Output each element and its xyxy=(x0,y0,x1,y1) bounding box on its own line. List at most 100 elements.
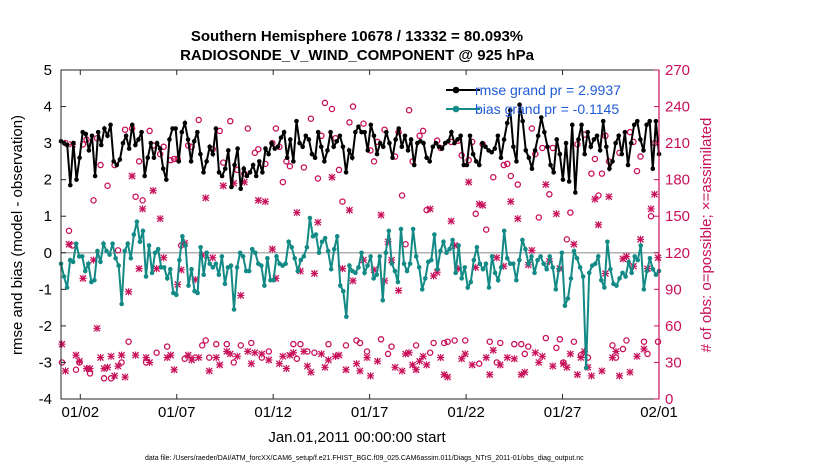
rmse-point xyxy=(501,137,507,142)
rmse-point xyxy=(129,122,135,128)
assimilated-obs-point xyxy=(426,205,434,213)
possible-obs-point xyxy=(90,197,97,204)
assimilated-obs-point xyxy=(184,351,192,359)
y-left-tick-label: -4 xyxy=(39,391,52,408)
rmse-point xyxy=(557,151,563,157)
assimilated-obs-point xyxy=(437,353,445,362)
bias-point xyxy=(286,239,291,245)
possible-obs-point xyxy=(525,343,532,350)
assimilated-obs-point xyxy=(458,355,466,363)
rmse-point xyxy=(337,133,343,139)
possible-obs-point xyxy=(321,99,329,107)
rmse-point xyxy=(507,107,513,113)
rmse-point xyxy=(241,166,247,171)
possible-obs-point xyxy=(546,191,553,198)
y-right-tick-label: 270 xyxy=(665,62,690,79)
rmse-point xyxy=(551,170,556,175)
bias-point xyxy=(359,250,364,256)
y-left-tick-label: 4 xyxy=(44,99,52,116)
possible-obs-point xyxy=(146,127,153,135)
bias-point xyxy=(246,268,252,274)
bias-point xyxy=(638,243,644,248)
bias-point xyxy=(328,266,334,272)
bias-point xyxy=(523,246,528,252)
assimilated-obs-point xyxy=(328,173,336,181)
y-left-tick-label: 1 xyxy=(44,208,52,225)
bias-point xyxy=(602,285,607,290)
x-tick-label: 01/27 xyxy=(544,404,582,421)
bias-point xyxy=(556,266,562,272)
rmse-point xyxy=(136,137,141,142)
bias-point xyxy=(167,266,173,272)
possible-obs-point xyxy=(465,156,472,164)
rmse-point xyxy=(526,155,532,161)
possible-obs-point xyxy=(412,342,420,349)
assimilated-obs-point xyxy=(507,198,515,206)
possible-obs-point xyxy=(511,340,518,348)
rmse-point xyxy=(467,133,473,139)
bias-point xyxy=(398,226,404,232)
assimilated-obs-point xyxy=(156,215,164,223)
rmse-line xyxy=(60,104,660,193)
assimilated-obs-point xyxy=(72,351,80,359)
rmse-point xyxy=(650,166,656,171)
bias-point xyxy=(292,255,298,261)
y-axis-right: 0 30 60 90 120 150 180 210 240 270 xyxy=(654,62,690,408)
legend-bias-marker xyxy=(452,105,460,113)
y-left-tick-label: -3 xyxy=(39,354,52,371)
possible-obs-point xyxy=(598,170,606,177)
rmse-point xyxy=(504,120,510,126)
bias-point xyxy=(641,287,647,292)
rmse-point xyxy=(309,151,315,157)
rmse-point xyxy=(427,159,433,164)
possible-obs-point xyxy=(97,161,104,169)
bias-point xyxy=(183,243,188,248)
x-axis-label: Jan.01,2011 00:00:00 start xyxy=(268,429,446,446)
rmse-point xyxy=(266,151,271,157)
y-right-tick-label: 210 xyxy=(665,135,690,152)
possible-obs-point xyxy=(535,214,543,221)
bias-point xyxy=(386,228,392,234)
bias-point xyxy=(459,276,464,281)
assimilated-obs-point xyxy=(363,353,371,362)
bias-point xyxy=(410,226,416,232)
y-axis-left: -4 -3 -2 -1 0 1 2 3 4 5 xyxy=(39,62,66,408)
bias-point xyxy=(392,268,398,274)
legend-rmse-label: rmse grand pr = 2.9937 xyxy=(475,82,621,98)
bias-point xyxy=(337,283,343,288)
assimilated-obs-point xyxy=(531,349,539,357)
possible-obs-point xyxy=(346,119,353,126)
assimilated-obs-point xyxy=(636,235,645,243)
rmse-point xyxy=(95,129,101,135)
rmse-point xyxy=(328,129,333,135)
possible-obs-point xyxy=(497,339,504,347)
assimilated-obs-point xyxy=(135,265,143,273)
assimilated-obs-point xyxy=(153,265,161,273)
y-left-tick-label: 0 xyxy=(44,245,52,262)
bias-point xyxy=(325,248,331,254)
assimilated-obs-point xyxy=(142,353,150,362)
bias-point xyxy=(140,228,146,234)
rmse-point xyxy=(408,137,414,142)
bias-point xyxy=(283,261,288,267)
assimilated-obs-point xyxy=(307,368,315,376)
assimilated-obs-point xyxy=(279,352,287,360)
bias-point xyxy=(222,281,228,287)
possible-obs-point xyxy=(325,340,332,348)
bias-point xyxy=(73,241,79,246)
rmse-point xyxy=(77,155,82,161)
rmse-point xyxy=(303,133,309,139)
y-right-tick-label: 240 xyxy=(665,99,690,116)
possible-obs-point xyxy=(588,170,595,177)
bias-point xyxy=(204,250,210,256)
assimilated-obs-point xyxy=(128,172,136,180)
assimilated-obs-point xyxy=(265,356,273,364)
assimilated-obs-point xyxy=(75,357,84,365)
bias-point xyxy=(344,314,349,320)
possible-obs-point xyxy=(647,212,655,220)
legend-rmse-marker xyxy=(452,86,460,94)
possible-obs-point xyxy=(328,105,336,113)
assimilated-obs-point xyxy=(121,373,129,381)
bias-point xyxy=(61,274,67,279)
